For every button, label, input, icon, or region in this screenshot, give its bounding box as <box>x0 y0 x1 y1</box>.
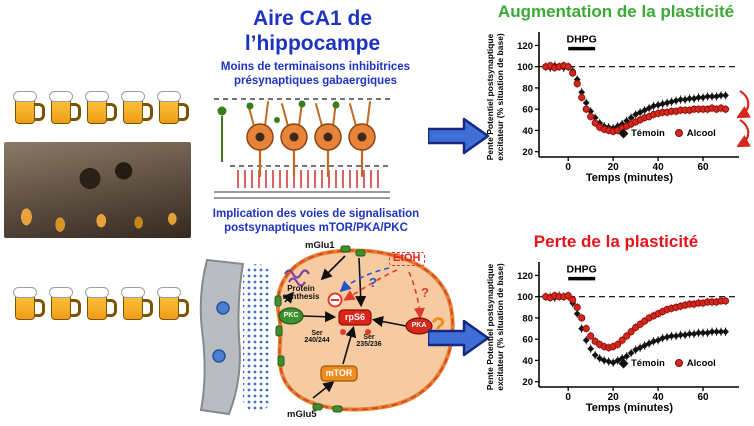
legend-bottom: Témoin Alcool <box>618 358 716 369</box>
svg-text:60: 60 <box>697 392 709 402</box>
spine-dashed-outline <box>277 249 454 411</box>
svg-text:100: 100 <box>517 292 533 303</box>
beer-mug-icon <box>157 88 189 126</box>
legend-alcool: Alcool <box>674 128 716 139</box>
legend-temoin: Témoin <box>618 358 665 369</box>
svg-text:0: 0 <box>565 162 571 172</box>
beer-mug-icon <box>13 88 45 126</box>
ltd-perte-chart: Perte de la plasticité Pente Potentiel p… <box>478 230 754 422</box>
signaling-subtitle: Implication des voies de signalisation p… <box>192 207 440 236</box>
pyramidal-cells <box>246 101 376 178</box>
glutamate-receptors <box>274 245 366 413</box>
pkc-circle <box>278 307 304 325</box>
chart-title-perte: Perte de la plasticité <box>533 232 699 251</box>
ribosome-squiggle <box>284 269 310 279</box>
alcool-circle-icon <box>674 359 683 368</box>
gaba-subtitle-line2: présynaptiques gabaergiques <box>234 75 397 88</box>
signaling-diagram: mGlu1 mGlu5 EtOH Protein synthesis PKC PK… <box>193 238 467 424</box>
ca1-title-line1: Aire CA1 de <box>252 7 373 30</box>
svg-text:60: 60 <box>522 104 533 115</box>
pathway-arrows <box>282 255 407 399</box>
mtor-box <box>320 365 358 382</box>
temoin-diamond-icon <box>618 358 629 368</box>
svg-text:20: 20 <box>522 147 533 158</box>
pka-label: PKA <box>411 322 427 330</box>
legend-alcool: Alcool <box>674 358 716 369</box>
beer-mug-icon <box>13 284 45 322</box>
gaba-terminal-lines <box>237 170 379 188</box>
drinking-photo <box>4 142 191 238</box>
mglu1-label: mGlu1 <box>305 240 335 251</box>
chart-title-augmentation: Augmentation de la plasticité <box>497 2 735 21</box>
gabaergic-terminals-diagram <box>214 98 390 199</box>
plot-augmentation: 20 40 60 80 100 120 0 20 40 60 DHPG <box>517 31 739 173</box>
gaba-boutons <box>246 100 340 123</box>
beer-mug-icon <box>121 284 153 322</box>
beer-mug-icon <box>49 88 81 126</box>
svg-text:DHPG: DHPG <box>567 33 597 45</box>
flow-arrow-top-icon <box>428 117 490 155</box>
ser240-label: Ser 240/244 <box>304 330 330 345</box>
beer-mug-icon <box>157 284 189 322</box>
etoh-blue-arrow <box>339 267 390 293</box>
svg-text:80: 80 <box>522 313 533 324</box>
svg-text:60: 60 <box>522 334 533 345</box>
mglu5-label: mGlu5 <box>287 409 317 420</box>
glutamate-cloud <box>243 264 271 412</box>
curve-shift-arrows-icon <box>737 90 751 148</box>
svg-text:100: 100 <box>517 62 533 73</box>
svg-text:20: 20 <box>522 377 533 388</box>
etoh-label: EtOH <box>389 252 425 266</box>
pka-circle <box>405 317 433 335</box>
legend-top: Témoin Alcool <box>618 128 716 139</box>
signaling-subtitle-line2: postsynaptiques mTOR/PKA/PKC <box>224 222 408 235</box>
svg-text:20: 20 <box>608 162 620 172</box>
svg-text:40: 40 <box>653 392 665 402</box>
svg-text:120: 120 <box>517 40 533 51</box>
svg-text:80: 80 <box>522 83 533 94</box>
beer-row-top <box>10 88 190 126</box>
presynaptic-bouton <box>199 258 245 416</box>
rps6-label: rpS6 <box>344 311 365 322</box>
mtor-label: mTOR <box>325 367 353 378</box>
ca1-title: Aire CA1 de l’hippocampe <box>205 6 420 56</box>
beer-row-bottom <box>10 284 190 322</box>
svg-text:DHPG: DHPG <box>567 263 597 275</box>
y-axis-label-bottom: Pente Potentiel postsynaptique excitateu… <box>484 262 505 391</box>
beer-mug-icon <box>85 88 117 126</box>
flow-arrow-bottom-icon <box>428 319 490 357</box>
beer-mug-icon <box>121 88 153 126</box>
svg-text:120: 120 <box>517 270 533 281</box>
svg-text:40: 40 <box>522 355 533 366</box>
beer-mug-icon <box>85 284 117 322</box>
signaling-subtitle-line1: Implication des voies de signalisation <box>212 208 420 220</box>
etoh-inhibition-arrow <box>343 269 398 301</box>
question-red: ? <box>421 285 429 300</box>
question-blue: ? <box>369 275 377 290</box>
protein-synthesis-label: Protein synthesis <box>282 284 320 302</box>
svg-text:20: 20 <box>608 392 620 402</box>
svg-text:0: 0 <box>565 392 571 402</box>
alcool-circle-icon <box>674 129 683 138</box>
pkc-label: PKC <box>283 312 299 320</box>
x-axis-label-top: Temps (minutes) <box>585 171 674 184</box>
rps6-box <box>338 309 372 326</box>
svg-text:40: 40 <box>522 125 533 136</box>
ca1-title-line2: l’hippocampe <box>244 32 381 56</box>
svg-text:60: 60 <box>697 162 709 172</box>
x-axis-label-bottom: Temps (minutes) <box>585 401 674 414</box>
temoin-diamond-icon <box>618 128 629 138</box>
ser235-label: Ser 235/236 <box>356 334 382 349</box>
beer-mug-icon <box>49 284 81 322</box>
ltd-augmentation-chart: Augmentation de la plasticité Pente Pote… <box>478 0 754 208</box>
svg-text:40: 40 <box>653 162 665 172</box>
signaling-diagram-svg <box>199 245 455 416</box>
gaba-subtitle: Moins de terminaisons inhibitrices présy… <box>198 60 433 89</box>
legend-temoin: Témoin <box>618 128 665 139</box>
plot-perte: 20 40 60 80 100 120 0 20 40 60 DHPG <box>517 261 739 403</box>
gaba-subtitle-line1: Moins de terminaisons inhibitrices <box>220 61 411 73</box>
y-axis-label-top: Pente Potentiel postsynaptique excitateu… <box>484 32 505 161</box>
